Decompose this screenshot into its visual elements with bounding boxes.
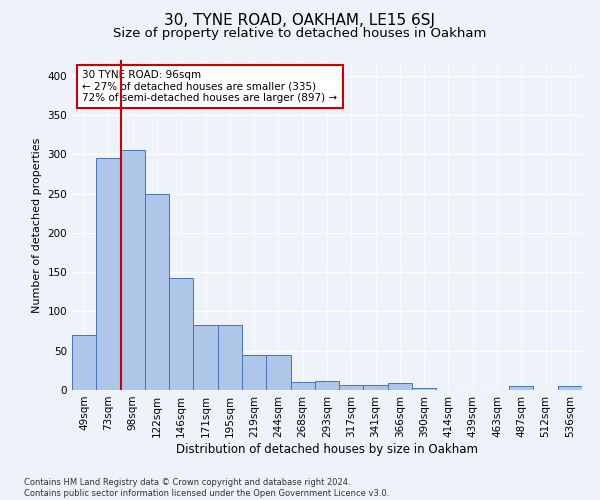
Bar — [339, 384, 364, 390]
X-axis label: Distribution of detached houses by size in Oakham: Distribution of detached houses by size … — [176, 442, 478, 456]
Bar — [218, 325, 242, 390]
Bar — [72, 335, 96, 390]
Bar — [266, 356, 290, 390]
Bar — [509, 386, 533, 390]
Bar — [169, 278, 193, 390]
Text: Contains HM Land Registry data © Crown copyright and database right 2024.
Contai: Contains HM Land Registry data © Crown c… — [24, 478, 389, 498]
Text: Size of property relative to detached houses in Oakham: Size of property relative to detached ho… — [113, 28, 487, 40]
Bar — [412, 388, 436, 390]
Bar — [558, 386, 582, 390]
Bar — [388, 383, 412, 390]
Bar — [193, 325, 218, 390]
Bar — [315, 380, 339, 390]
Bar — [364, 386, 388, 390]
Bar — [242, 356, 266, 390]
Y-axis label: Number of detached properties: Number of detached properties — [32, 138, 42, 312]
Bar — [121, 150, 145, 390]
Bar — [290, 382, 315, 390]
Text: 30, TYNE ROAD, OAKHAM, LE15 6SJ: 30, TYNE ROAD, OAKHAM, LE15 6SJ — [164, 12, 436, 28]
Bar — [96, 158, 121, 390]
Text: 30 TYNE ROAD: 96sqm
← 27% of detached houses are smaller (335)
72% of semi-detac: 30 TYNE ROAD: 96sqm ← 27% of detached ho… — [82, 70, 337, 103]
Bar — [145, 194, 169, 390]
